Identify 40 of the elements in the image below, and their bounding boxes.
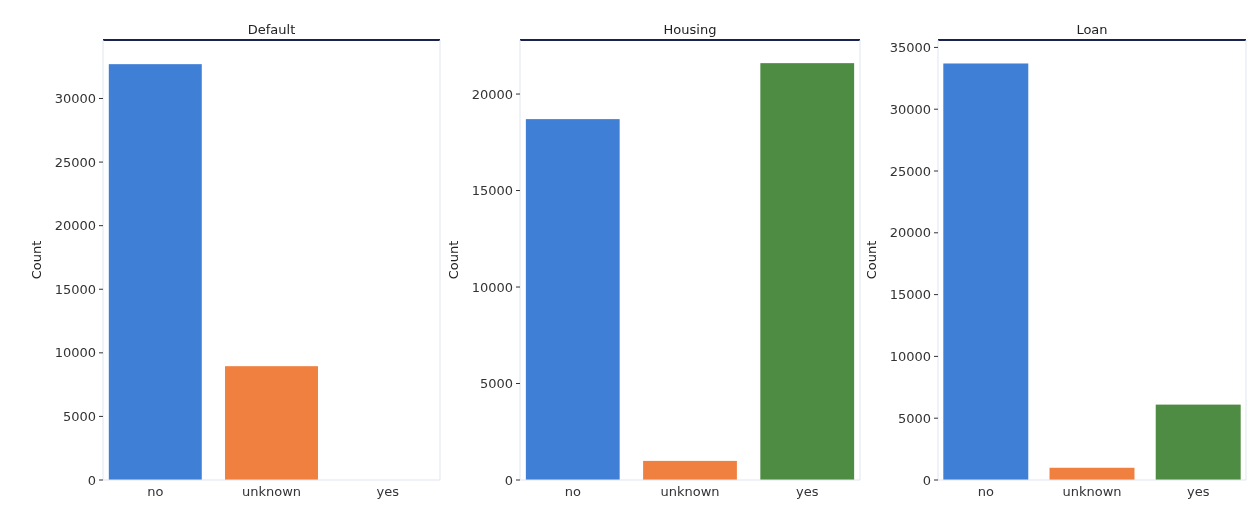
- bar: [643, 460, 737, 480]
- y-tick-label: 0: [922, 472, 931, 488]
- bar: [1155, 404, 1241, 480]
- x-tick-label: yes: [1186, 484, 1210, 499]
- y-tick-label: 30000: [54, 91, 96, 107]
- chart-title: Loan: [1076, 22, 1108, 37]
- y-tick-label: 10000: [54, 345, 96, 361]
- y-tick-label: 10000: [889, 348, 931, 364]
- y-tick-label: 0: [504, 472, 513, 488]
- bar: [760, 63, 855, 480]
- y-axis-title: Count: [864, 240, 879, 280]
- x-tick-label: no: [977, 484, 994, 499]
- y-tick-label: 35000: [889, 39, 931, 55]
- x-tick-label: no: [564, 484, 581, 499]
- y-tick-label: 25000: [54, 154, 96, 170]
- y-axis-title: Count: [446, 240, 461, 280]
- y-tick-label: 25000: [889, 163, 931, 179]
- x-tick-label: unknown: [241, 484, 302, 499]
- x-tick-label: no: [147, 484, 164, 499]
- y-tick-label: 10000: [471, 279, 513, 295]
- y-tick-label: 5000: [62, 408, 96, 424]
- chart-title: Housing: [663, 22, 717, 37]
- x-tick-label: unknown: [660, 484, 720, 499]
- y-tick-label: 5000: [479, 376, 513, 392]
- bar: [525, 119, 620, 480]
- y-tick-label: 20000: [54, 218, 96, 234]
- chart-title: Default: [247, 22, 296, 37]
- x-tick-label: unknown: [1062, 484, 1122, 499]
- y-tick-label: 5000: [897, 410, 931, 426]
- y-tick-label: 15000: [889, 287, 931, 303]
- x-tick-label: yes: [796, 484, 819, 499]
- y-tick-label: 20000: [471, 86, 513, 102]
- bar: [943, 63, 1029, 480]
- y-tick-label: 15000: [54, 281, 96, 297]
- y-tick-label: 30000: [889, 101, 931, 117]
- y-tick-label: 0: [87, 472, 96, 488]
- y-tick-label: 20000: [889, 225, 931, 241]
- y-tick-label: 15000: [471, 183, 513, 199]
- x-tick-label: yes: [376, 484, 400, 499]
- y-axis-title: Count: [29, 240, 44, 280]
